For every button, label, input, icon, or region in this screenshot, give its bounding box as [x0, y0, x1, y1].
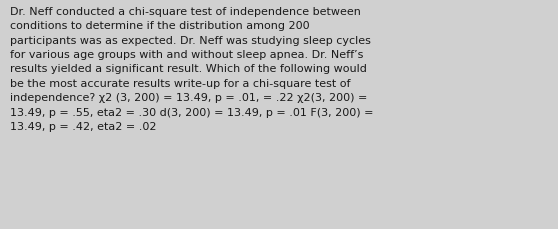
- Text: Dr. Neff conducted a chi-square test of independence between
conditions to deter: Dr. Neff conducted a chi-square test of …: [10, 7, 373, 131]
